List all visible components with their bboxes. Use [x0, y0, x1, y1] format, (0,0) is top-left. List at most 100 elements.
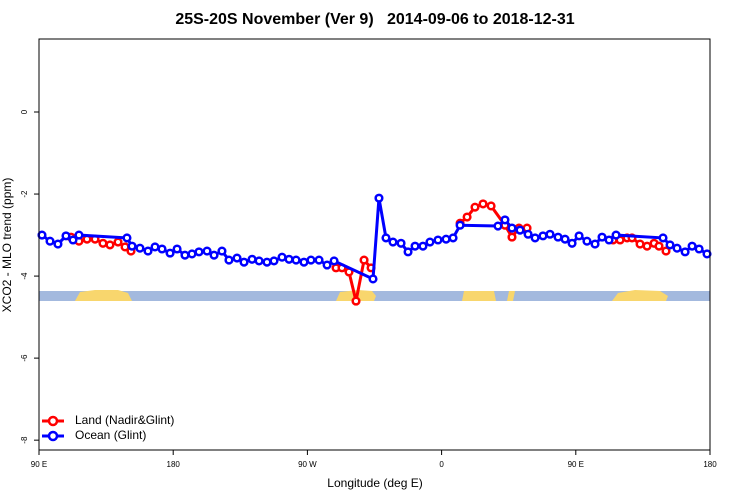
data-point [150, 242, 160, 252]
data-point [455, 220, 465, 230]
legend-label: Land (Nadir&Glint) [75, 413, 174, 427]
data-point [202, 246, 212, 256]
data-point [590, 239, 600, 249]
data-point [680, 247, 690, 257]
data-point [239, 257, 249, 267]
data-point [224, 255, 234, 265]
data-point [351, 296, 361, 306]
data-point [500, 215, 510, 225]
y-tick-label: -6 [20, 354, 29, 362]
data-point [194, 247, 204, 257]
data-point [538, 231, 548, 241]
data-point [523, 229, 533, 239]
data-point [381, 233, 391, 243]
data-point [545, 229, 555, 239]
data-point [113, 237, 123, 247]
data-point [74, 230, 84, 240]
data-point [143, 246, 153, 256]
data-point [665, 240, 675, 250]
plot-frame [38, 38, 711, 451]
data-point [560, 234, 570, 244]
data-point [515, 225, 525, 235]
data-point [127, 241, 137, 251]
data-point [425, 237, 435, 247]
data-point [661, 246, 671, 256]
data-point [329, 256, 339, 266]
data-point [694, 244, 704, 254]
data-point [98, 238, 108, 248]
data-point [232, 253, 242, 263]
data-point [553, 232, 563, 242]
data-point [462, 212, 472, 222]
data-point [507, 232, 517, 242]
data-point [254, 256, 264, 266]
data-point [209, 250, 219, 260]
data-point [172, 244, 182, 254]
data-point [658, 233, 668, 243]
data-point [180, 250, 190, 260]
x-tick-label: 0 [439, 460, 444, 469]
data-point [493, 221, 503, 231]
data-point [269, 256, 279, 266]
y-tick-label: -2 [20, 190, 29, 198]
legend: Land (Nadir&Glint)Ocean (Glint) [42, 413, 174, 442]
x-tick-label: 90 W [298, 460, 317, 469]
data-point [433, 235, 443, 245]
y-tick-label: -8 [20, 436, 29, 444]
data-point [53, 239, 63, 249]
x-tick-label: 180 [703, 460, 717, 469]
data-point [61, 231, 71, 241]
data-point [567, 238, 577, 248]
data-point [306, 255, 316, 265]
data-point [507, 223, 517, 233]
data-point [157, 244, 167, 254]
land-patch [75, 290, 132, 301]
x-axis-label: Longitude (deg E) [327, 476, 422, 490]
data-point [418, 241, 428, 251]
data-point [291, 255, 301, 265]
data-point [410, 241, 420, 251]
data-point [702, 249, 712, 259]
data-point [470, 202, 480, 212]
data-point [322, 260, 332, 270]
data-point [359, 255, 369, 265]
data-point [247, 254, 257, 264]
data-point [597, 232, 607, 242]
data-point [448, 233, 458, 243]
data-point [604, 235, 614, 245]
data-point [611, 230, 621, 240]
data-point [687, 241, 697, 251]
y-tick-label: -4 [20, 272, 29, 280]
data-point [396, 238, 406, 248]
data-point [368, 274, 378, 284]
data-point [530, 233, 540, 243]
data-point [582, 236, 592, 246]
land-patch [507, 291, 515, 301]
data-point [642, 241, 652, 251]
data-point [374, 193, 384, 203]
data-point [135, 243, 145, 253]
data-point [187, 249, 197, 259]
data-point [672, 243, 682, 253]
data-point [478, 199, 488, 209]
data-point [37, 230, 47, 240]
data-point [574, 231, 584, 241]
data-point [165, 248, 175, 258]
legend-marker [47, 430, 59, 442]
y-tick-label: 0 [20, 109, 29, 114]
data-point [314, 255, 324, 265]
data-point [403, 247, 413, 257]
data-point [68, 235, 78, 245]
data-point [388, 237, 398, 247]
land-patch [462, 291, 496, 301]
y-axis-label: XCO2 - MLO trend (ppm) [0, 178, 14, 313]
data-point [486, 201, 496, 211]
data-point [284, 254, 294, 264]
data-point [122, 233, 132, 243]
data-point [299, 257, 309, 267]
data-point [105, 240, 115, 250]
legend-label: Ocean (Glint) [75, 428, 146, 442]
data-point [654, 241, 664, 251]
